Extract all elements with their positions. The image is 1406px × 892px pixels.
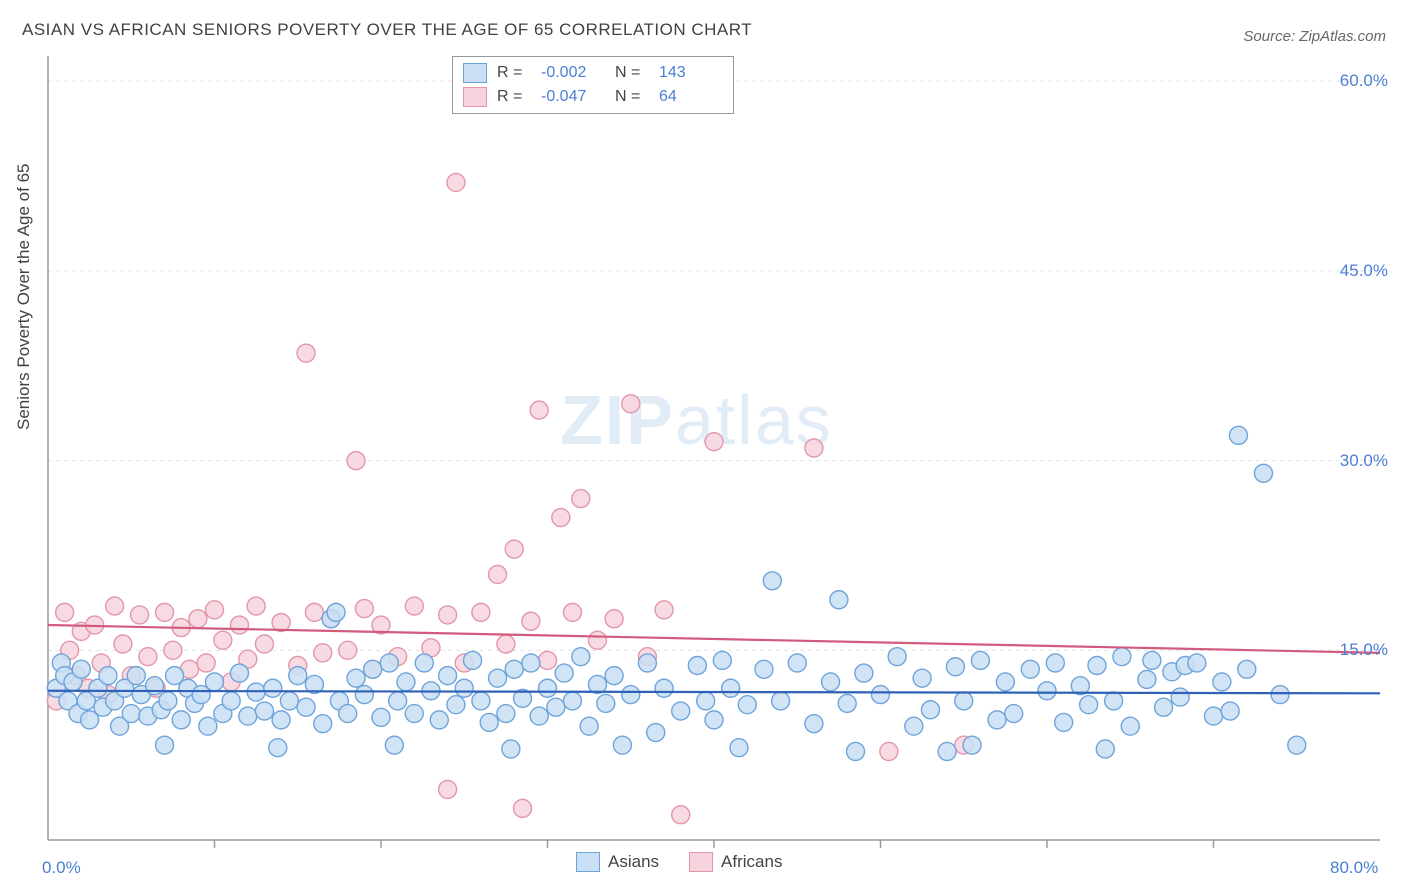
y-tick-label: 15.0% [1340,640,1388,660]
legend-swatch-africans [463,87,487,107]
legend-swatch-asians-bottom [576,852,600,872]
legend-swatch-africans-bottom [689,852,713,872]
r-value-africans: -0.047 [541,85,605,109]
n-label: N = [615,85,649,109]
legend-item-africans: Africans [689,852,782,872]
n-value-africans: 64 [659,85,723,109]
y-tick-label: 30.0% [1340,451,1388,471]
r-label: R = [497,61,531,85]
y-tick-label: 45.0% [1340,261,1388,281]
n-label: N = [615,61,649,85]
y-tick-label: 60.0% [1340,71,1388,91]
legend-row-asians: R = -0.002 N = 143 [463,61,723,85]
scatter-plot [0,0,1406,892]
legend-label-asians: Asians [608,852,659,872]
legend-row-africans: R = -0.047 N = 64 [463,85,723,109]
r-label: R = [497,85,531,109]
legend-item-asians: Asians [576,852,659,872]
x-tick-label: 0.0% [42,858,81,878]
legend-swatch-asians [463,63,487,83]
r-value-asians: -0.002 [541,61,605,85]
correlation-legend: R = -0.002 N = 143 R = -0.047 N = 64 [452,56,734,114]
series-legend: Asians Africans [576,852,782,872]
x-tick-label: 80.0% [1330,858,1378,878]
n-value-asians: 143 [659,61,723,85]
legend-label-africans: Africans [721,852,782,872]
